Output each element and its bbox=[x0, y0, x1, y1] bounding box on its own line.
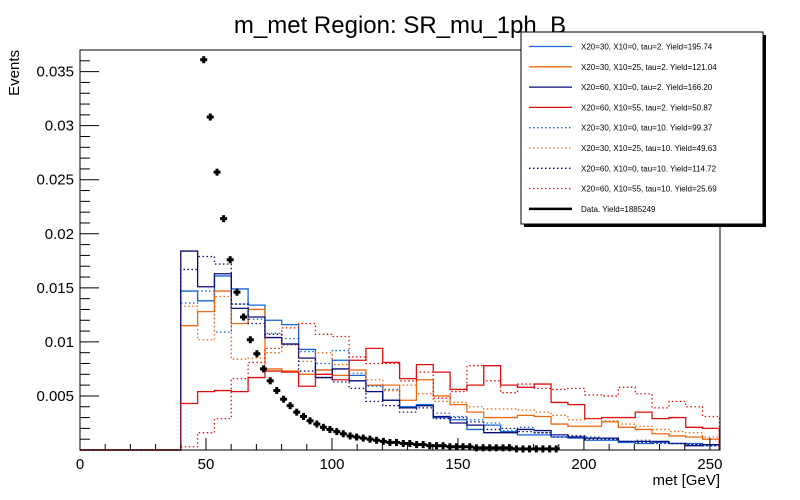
data-point bbox=[259, 365, 267, 373]
y-tick-label: 0.03 bbox=[45, 118, 74, 135]
data-point bbox=[286, 402, 294, 410]
data-point bbox=[452, 443, 460, 451]
legend-label: X20=60, X10=55, tau=10. Yield=25.69 bbox=[581, 185, 717, 194]
data-point bbox=[379, 437, 387, 445]
x-tick-label: 150 bbox=[445, 456, 470, 473]
data-point bbox=[319, 423, 327, 431]
data-point bbox=[519, 445, 527, 453]
data-point bbox=[466, 443, 474, 451]
data-points-layer bbox=[200, 56, 560, 453]
data-point bbox=[386, 438, 394, 446]
axes: 0 50 100 150 200 250 0.005 0.01 0.015 0.02 0.025 0.… bbox=[36, 60, 722, 473]
series-line-3 bbox=[80, 250, 721, 451]
data-point bbox=[459, 443, 467, 451]
data-point bbox=[539, 445, 547, 453]
series-line-4 bbox=[80, 347, 721, 451]
y-tick-label: 0.025 bbox=[36, 172, 74, 189]
data-point bbox=[333, 428, 341, 436]
data-point bbox=[419, 441, 427, 449]
data-point bbox=[226, 256, 234, 264]
data-point bbox=[240, 313, 248, 321]
data-point bbox=[299, 412, 307, 420]
data-point bbox=[532, 445, 540, 453]
data-point bbox=[499, 444, 507, 452]
data-point bbox=[486, 444, 494, 452]
data-point bbox=[366, 435, 374, 443]
data-point bbox=[426, 442, 434, 450]
x-tick-label: 100 bbox=[319, 456, 344, 473]
y-tick-label: 0.035 bbox=[36, 64, 74, 81]
data-point bbox=[512, 445, 520, 453]
legend-label: X20=30, X10=0, tau=10. Yield=99.37 bbox=[581, 124, 713, 133]
y-tick-label: 0.02 bbox=[45, 226, 74, 243]
data-point bbox=[552, 445, 560, 453]
data-point bbox=[492, 444, 500, 452]
data-point bbox=[546, 445, 554, 453]
legend: X20=30, X10=0, tau=2. Yield=195.74 X20=30… bbox=[520, 31, 766, 227]
data-point bbox=[233, 288, 241, 296]
legend-label: X20=30, X10=25, tau=2. Yield=121.04 bbox=[581, 63, 717, 72]
y-tick-label: 0.015 bbox=[36, 280, 74, 297]
legend-label: X20=30, X10=0, tau=2. Yield=195.74 bbox=[581, 43, 713, 52]
data-point bbox=[200, 56, 208, 64]
x-tick-label: 250 bbox=[697, 456, 722, 473]
data-point bbox=[313, 420, 321, 428]
data-point bbox=[253, 350, 261, 358]
data-point bbox=[373, 436, 381, 444]
data-point bbox=[213, 168, 221, 176]
data-point bbox=[306, 417, 314, 425]
y-tick-label: 0.005 bbox=[36, 388, 74, 405]
data-point bbox=[246, 336, 254, 344]
chart-title: m_met Region: SR_mu_1ph_B bbox=[234, 12, 566, 39]
series-line-2 bbox=[80, 290, 721, 451]
data-point bbox=[346, 432, 354, 440]
data-point bbox=[266, 377, 274, 385]
data-point bbox=[399, 440, 407, 448]
data-point bbox=[506, 444, 514, 452]
data-point bbox=[406, 440, 414, 448]
series-line-7 bbox=[80, 255, 721, 451]
legend-label: X20=60, X10=0, tau=2. Yield=166.20 bbox=[581, 83, 713, 92]
data-point bbox=[526, 445, 534, 453]
y-tick-label: 0.01 bbox=[45, 334, 74, 351]
data-point bbox=[206, 113, 214, 121]
data-point bbox=[326, 425, 334, 433]
series-layer bbox=[80, 250, 721, 451]
data-point bbox=[339, 430, 347, 438]
data-point bbox=[413, 441, 421, 449]
data-point bbox=[273, 387, 281, 395]
data-point bbox=[280, 395, 288, 403]
x-tick-label: 50 bbox=[198, 456, 215, 473]
legend-label: Data. Yield=1885249 bbox=[581, 205, 656, 214]
data-point bbox=[392, 438, 400, 446]
legend-label: X20=30, X10=25, tau=10. Yield=49.63 bbox=[581, 144, 717, 153]
x-axis-title: met [GeV] bbox=[652, 472, 720, 489]
data-point bbox=[433, 442, 441, 450]
data-point bbox=[446, 443, 454, 451]
x-tick-label: 0 bbox=[76, 456, 84, 473]
data-point bbox=[293, 408, 301, 416]
x-tick-label: 200 bbox=[571, 456, 596, 473]
y-axis-title: Events bbox=[6, 50, 23, 96]
data-point bbox=[359, 434, 367, 442]
data-point bbox=[353, 433, 361, 441]
data-point bbox=[220, 215, 228, 223]
data-point bbox=[439, 442, 447, 450]
legend-label: X20=60, X10=0, tau=10. Yield=114.72 bbox=[581, 164, 717, 173]
data-point bbox=[472, 444, 480, 452]
plot-frame bbox=[79, 49, 721, 451]
legend-label: X20=60, X10=55, tau=2. Yield=50.87 bbox=[581, 103, 713, 112]
